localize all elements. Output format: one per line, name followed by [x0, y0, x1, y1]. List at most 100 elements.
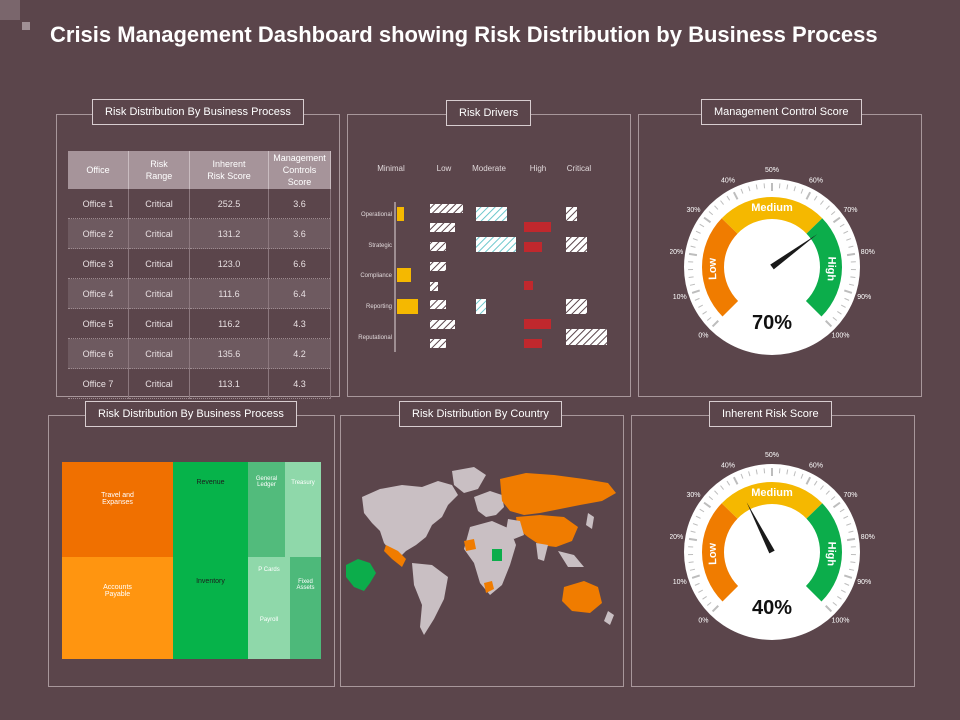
- gauge-tick: [825, 205, 830, 210]
- inherent-risk-panel-label: Inherent Risk Score: [709, 401, 832, 427]
- gauge-tick: [714, 205, 719, 210]
- cell-office: Office 5: [68, 308, 129, 339]
- gauge-tick: [692, 523, 698, 526]
- gauge-tick: [726, 195, 731, 201]
- gauge-tick: [706, 316, 712, 321]
- gauge-tick: [714, 490, 719, 495]
- bar-low-7: [430, 320, 455, 329]
- gauge-scale-label: 50%: [765, 167, 779, 174]
- gauge-scale-label: 80%: [861, 534, 875, 541]
- gauge-band-medium: [721, 482, 823, 519]
- cell-inherent-risk: 123.0: [189, 248, 269, 279]
- gauge-tick: [830, 211, 836, 216]
- treemap-label-revenue: Revenue: [196, 479, 225, 486]
- bar-high-3: [524, 281, 533, 290]
- bar-moderate-3: [476, 299, 486, 314]
- gauge-tick: [843, 515, 849, 519]
- gauge-value: 40%: [752, 597, 792, 619]
- treemap-label-inventory: Inventory: [196, 578, 225, 585]
- gauge-scale-label: 10%: [673, 294, 687, 301]
- world-risk-map: [346, 467, 616, 635]
- gauge-value: 70%: [752, 312, 792, 334]
- gauge-tick: [691, 574, 701, 579]
- gauge-tick: [748, 471, 751, 477]
- gauge-scale-label: 80%: [861, 249, 875, 256]
- gauge-tick: [711, 320, 719, 328]
- gauge-tick: [839, 223, 845, 228]
- gauge-tick: [843, 230, 849, 234]
- gauge-tick: [843, 289, 853, 294]
- col-header-moderate: Moderate: [472, 164, 506, 173]
- gauge-scale-label: 100%: [832, 333, 850, 340]
- gauge-tick: [755, 184, 758, 190]
- gauge-tick: [800, 188, 804, 194]
- cell-office: Office 7: [68, 368, 129, 399]
- cell-inherent-risk: 131.2: [189, 218, 269, 249]
- gauge-band-label: Low: [707, 257, 720, 280]
- gauge-scale-label: 60%: [809, 178, 823, 185]
- gauge-tick: [720, 485, 724, 490]
- risk-drivers-chart: Minimal Low Moderate High Critical Opera…: [358, 164, 607, 352]
- gauge-tick: [832, 216, 841, 224]
- map-asia-south: [516, 515, 578, 547]
- gauge-tick: [843, 574, 853, 579]
- cell-mgmt-score: 6.6: [268, 248, 331, 279]
- gauge-tick: [740, 188, 744, 194]
- gauge-tick: [848, 245, 854, 248]
- treemap-label-fixed-assets: Fixed Assets: [296, 579, 315, 591]
- treemap-cell-general-ledger: General Ledger: [248, 462, 285, 557]
- table-row: Office 5 Critical 116.2 4.3: [68, 308, 331, 339]
- gauge-band-label: High: [825, 256, 838, 281]
- table-row: Office 4 Critical 111.6 6.4: [68, 278, 331, 309]
- bar-moderate-2: [476, 237, 516, 252]
- map-australia: [562, 581, 602, 613]
- map-new-zealand: [604, 611, 614, 625]
- map-greenland: [452, 467, 486, 493]
- table-row: Office 2 Critical 131.2 3.6: [68, 218, 331, 249]
- bar-low-8: [430, 339, 446, 348]
- bar-high-1: [524, 222, 551, 232]
- gauge-scale-label: 30%: [687, 207, 701, 214]
- treemap-cell-inventory: Inventory: [173, 557, 248, 659]
- management-control-gauge: Low Medium High 0% 10% 20% 30% 40% 50% 60% 70% 80% 9…: [670, 167, 875, 355]
- gauge-band-label: Medium: [751, 202, 793, 214]
- map-india: [536, 543, 548, 561]
- gauge-scale-label: 30%: [687, 492, 701, 499]
- cell-office: Office 6: [68, 338, 129, 369]
- cell-office: Office 2: [68, 218, 129, 249]
- cell-mgmt-score: 4.3: [268, 368, 331, 399]
- gauge-band-low: [702, 503, 739, 602]
- cell-mgmt-score: 3.6: [268, 218, 331, 249]
- treemap-label-general-ledger: General Ledger: [255, 476, 278, 488]
- gauge-tick: [825, 320, 833, 328]
- business-process-treemap: Travel and Expanses Accounts Payable Rev…: [62, 462, 321, 659]
- cell-risk-range: Critical: [128, 278, 190, 309]
- bar-critical-2: [566, 237, 587, 252]
- row-label-reporting: Reporting: [366, 304, 392, 310]
- country-panel-label: Risk Distribution By Country: [399, 401, 562, 427]
- gauge-tick: [698, 304, 704, 308]
- table-row: Office 6 Critical 135.6 4.2: [68, 338, 331, 369]
- corner-square-small: [22, 22, 30, 30]
- col-header-low: Low: [437, 164, 452, 173]
- gauge-tick: [720, 200, 724, 205]
- gauge-tick: [813, 480, 818, 486]
- gauge-tick: [708, 211, 714, 216]
- gauge-tick: [703, 501, 712, 509]
- gauge-tick: [832, 601, 838, 606]
- treemap-cell-p-cards: P Cards Payroll: [248, 557, 290, 659]
- gauge-tick: [786, 184, 789, 190]
- map-africa: [464, 521, 516, 595]
- cell-inherent-risk: 113.1: [189, 368, 269, 399]
- gauge-tick: [699, 223, 705, 228]
- corner-square-large: [0, 0, 20, 20]
- table-header-mgmt-controls: Management Controls Score: [268, 151, 331, 189]
- gauge-tick: [837, 310, 842, 315]
- bar-high-2: [524, 242, 542, 252]
- treemap-cell-revenue: Revenue: [173, 462, 248, 557]
- table-header-risk-range: Risk Range: [128, 151, 190, 189]
- gauge-tick: [732, 476, 739, 485]
- cell-mgmt-score: 3.6: [268, 189, 331, 219]
- gauge-tick: [690, 245, 696, 248]
- gauge-tick: [702, 595, 707, 600]
